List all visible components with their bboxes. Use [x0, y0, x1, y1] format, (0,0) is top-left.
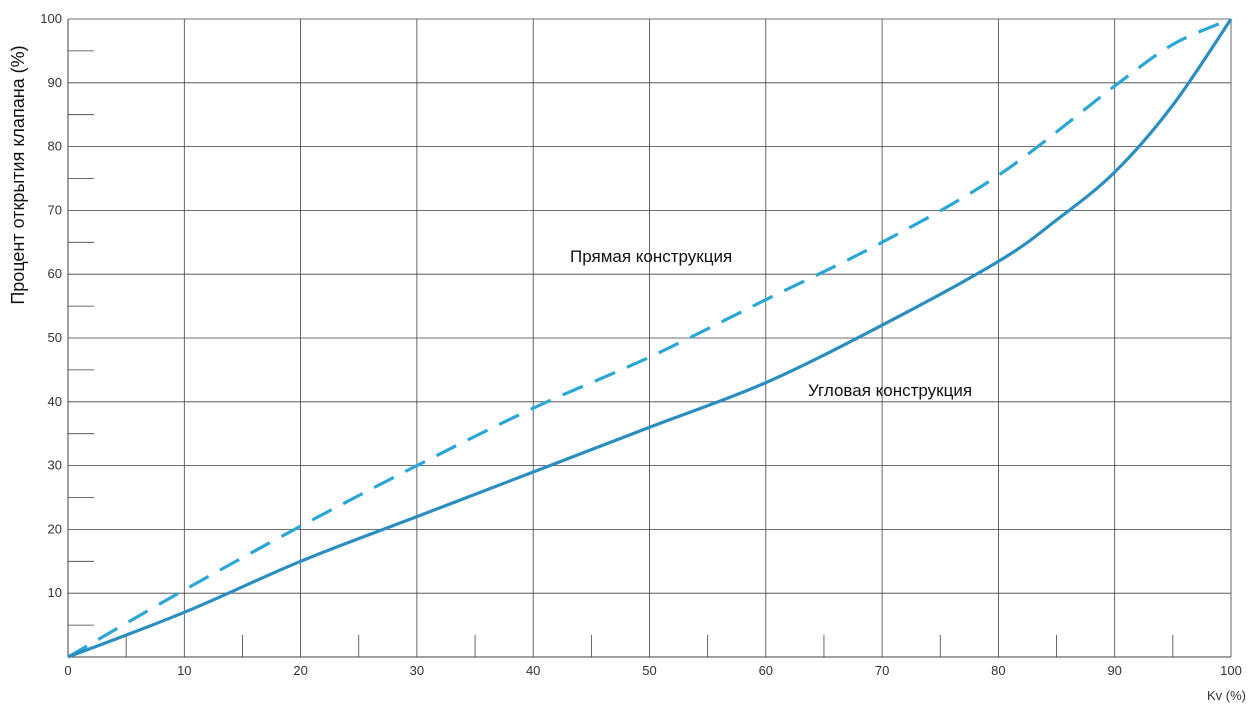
y-tick-label: 80	[48, 139, 62, 154]
y-tick-label: 50	[48, 330, 62, 345]
y-tick-label: 30	[48, 458, 62, 473]
x-tick-label: 20	[293, 663, 307, 678]
x-tick-label: 0	[64, 663, 71, 678]
x-tick-label: 30	[410, 663, 424, 678]
y-tick-label: 90	[48, 75, 62, 90]
x-tick-label: 50	[642, 663, 656, 678]
x-tick-label: 40	[526, 663, 540, 678]
axes	[67, 19, 1231, 658]
x-tick-label: 70	[875, 663, 889, 678]
y-tick-label: 40	[48, 394, 62, 409]
x-tick-label: 80	[991, 663, 1005, 678]
y-tick-label: 60	[48, 266, 62, 281]
y-axis-title: Процент открытия клапана (%)	[8, 45, 28, 304]
x-tick-label: 60	[759, 663, 773, 678]
series	[67, 17, 1233, 659]
tick-labels: 0 10 20 30 40 50 60 70 80 90 100 10 20 30 40 50 60 70 80 90…	[40, 11, 1242, 678]
x-tick-label: 100	[1220, 663, 1242, 678]
x-tick-label: 10	[177, 663, 191, 678]
series-line-angle	[67, 18, 1233, 659]
x-tick-label: 90	[1107, 663, 1121, 678]
series-label-straight: Прямая конструкция	[570, 247, 732, 266]
grid	[68, 18, 1232, 657]
series-line-straight	[67, 17, 1232, 659]
y-tick-label: 20	[48, 521, 62, 536]
x-axis-unit-label: Kv (%)	[1207, 688, 1246, 703]
y-tick-label: 10	[48, 585, 62, 600]
y-tick-label: 70	[48, 202, 62, 217]
y-tick-label: 100	[40, 11, 62, 26]
series-label-angle: Угловая конструкция	[808, 381, 972, 400]
